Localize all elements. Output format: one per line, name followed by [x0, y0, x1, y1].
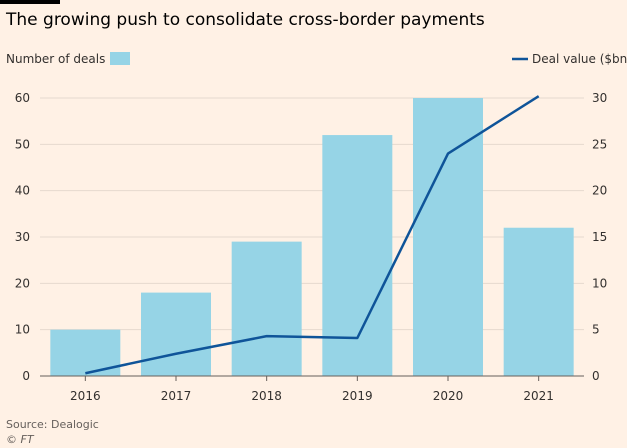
y-right-tick-label: 30 — [592, 91, 607, 105]
x-tick-label-2019: 2019 — [342, 389, 373, 403]
ft-top-bar — [0, 0, 60, 4]
y-right-tick-label: 20 — [592, 184, 607, 198]
x-tick-label-2016: 2016 — [70, 389, 101, 403]
y-right-tick-label: 25 — [592, 137, 607, 151]
legend-label-number-of-deals: Number of deals — [6, 52, 105, 66]
y-left-tick-label: 20 — [15, 276, 30, 290]
y-left-tick-label: 40 — [15, 184, 30, 198]
bar-2017 — [141, 292, 211, 376]
y-right-tick-label: 10 — [592, 276, 607, 290]
bar-2018 — [231, 241, 302, 376]
chart-title: The growing push to consolidate cross-bo… — [6, 10, 485, 30]
y-left-tick-label: 50 — [15, 137, 30, 151]
y-right-tick-label: 0 — [592, 369, 600, 383]
bar-2021 — [503, 227, 574, 376]
line-deal-value — [85, 95, 540, 375]
legend-label-deal-value: Deal value ($bn) — [532, 52, 627, 66]
bar-2020 — [413, 98, 483, 376]
x-tick-label-2017: 2017 — [161, 389, 192, 403]
x-tick-label-2020: 2020 — [433, 389, 464, 403]
y-left-tick-label: 10 — [15, 323, 30, 337]
x-tick-label-2018: 2018 — [251, 389, 282, 403]
y-right-tick-label: 5 — [592, 323, 600, 337]
legend-swatch-number-of-deals — [110, 52, 130, 65]
y-left-tick-label: 60 — [15, 91, 30, 105]
y-left-tick-label: 0 — [22, 369, 30, 383]
copyright-note: © FT — [6, 433, 34, 446]
bar-2019 — [322, 135, 393, 376]
y-left-tick-label: 30 — [15, 230, 30, 244]
x-tick-label-2021: 2021 — [523, 389, 554, 403]
y-right-tick-label: 15 — [592, 230, 607, 244]
source-note: Source: Dealogic — [6, 418, 99, 431]
